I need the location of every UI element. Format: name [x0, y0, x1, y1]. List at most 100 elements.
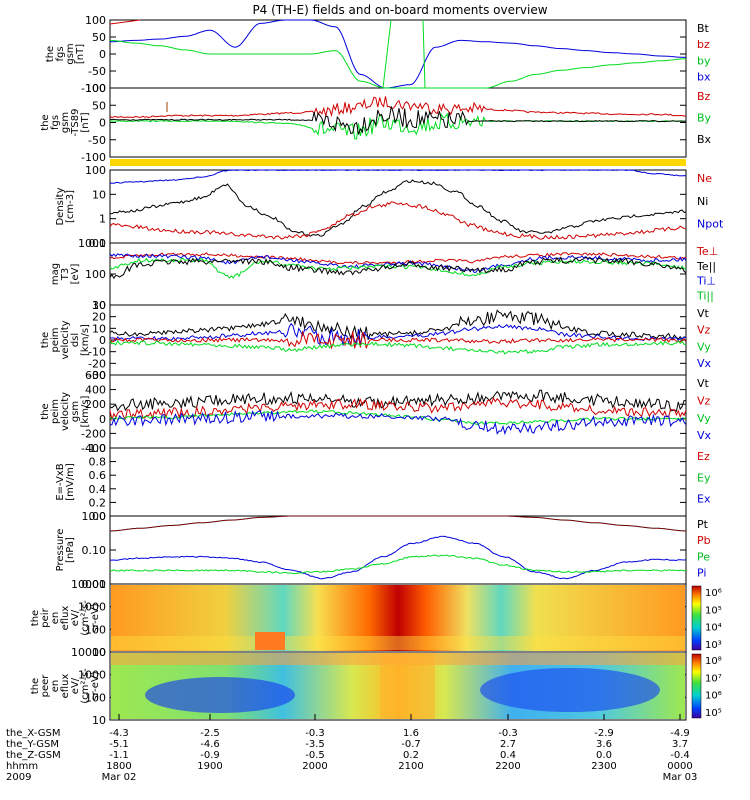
- series-Vx: [109, 322, 687, 346]
- y-tick-label: 200: [85, 398, 106, 411]
- y-tick-label: 10: [92, 714, 106, 727]
- legend-entry: Ti⊥: [696, 275, 716, 288]
- y-axis-label: [nT]: [80, 112, 91, 132]
- y-tick-label: 10: [92, 299, 106, 312]
- y-tick-label: -200: [81, 427, 106, 440]
- colorbar-label: 10⁵: [705, 605, 722, 616]
- x-tick-label: -0.3: [305, 728, 325, 739]
- y-axis-label: gsm: [70, 401, 81, 422]
- x-tick-label: 2100: [398, 761, 423, 772]
- series-Pe: [109, 554, 687, 575]
- x-tick-label: 1.6: [403, 728, 419, 739]
- y-tick-label: 1: [99, 213, 106, 226]
- series-Ti-perp: [109, 253, 687, 273]
- panel-frame: [109, 242, 687, 306]
- y-axis-label: eV/: [70, 609, 81, 626]
- y-axis-label: E=-VxB: [55, 463, 66, 500]
- x-tick-label: -0.4: [670, 750, 690, 761]
- y-axis-label: T3: [60, 268, 71, 281]
- x-tick-label: -0.5: [305, 750, 325, 761]
- panel-frame: [109, 87, 687, 158]
- legend-entry: Pi: [697, 567, 706, 580]
- legend-entry: Vy: [697, 412, 711, 425]
- x-tick-label: 3.7: [672, 739, 688, 750]
- y-axis-label: the: [40, 332, 51, 348]
- legend-entry: Te⊥: [696, 245, 718, 258]
- legend-entry: Vz: [697, 394, 711, 407]
- y-tick-label: -400: [81, 442, 106, 455]
- legend-entry: Ni: [697, 195, 708, 208]
- y-tick-label: 100: [85, 82, 106, 95]
- y-tick-label: 0.6: [89, 469, 107, 482]
- figure-title: P4 (TH-E) fields and on-board moments ov…: [252, 3, 547, 17]
- panel-frame: [109, 447, 687, 517]
- legend-entry: Ez: [697, 450, 710, 463]
- x-row-label: the_Y-GSM: [6, 739, 59, 750]
- y-tick-label: 400: [85, 384, 106, 397]
- legend-entry: Bt: [697, 22, 710, 35]
- y-axis-label: eflux: [60, 674, 71, 699]
- panel-frame: [109, 19, 687, 89]
- y-axis-label: the: [45, 46, 56, 62]
- y-axis-label: the: [40, 403, 51, 419]
- y-axis-label: -TS89: [70, 109, 81, 137]
- y-tick-label: 0: [99, 334, 106, 347]
- y-axis-label: eV/: [70, 677, 81, 694]
- y-axis-label: peim: [50, 399, 61, 424]
- x-tick-label: 0.4: [500, 750, 516, 761]
- y-axis-label: mag: [50, 263, 61, 285]
- y-axis-label: dsl: [70, 333, 81, 347]
- x-axis-group: the_X-GSMthe_Y-GSMthe_Z-GSMhhmm2009-4.3-…: [6, 714, 697, 783]
- x-tick-label: -2.5: [200, 728, 220, 739]
- colorbar-label: 10⁷: [705, 673, 722, 684]
- legend-entry: by: [697, 54, 711, 67]
- panel-4: 1000 100 10 mag T3 [eV] Te⊥ Te|| Ti⊥Ti||: [50, 237, 718, 312]
- panel-9: 10000 1000 100 10 the peir en eflux eV/(cm²-s-sr…: [30, 578, 722, 659]
- y-tick-label: 50: [92, 99, 106, 112]
- x-row-label: hhmm: [6, 761, 38, 772]
- y-tick-label: 0: [99, 413, 106, 426]
- y-tick-label: 10: [92, 188, 106, 201]
- y-axis-label: [mV/m]: [65, 463, 76, 501]
- y-tick-label: 100: [85, 14, 106, 27]
- x-tick-label: 3.6: [596, 739, 612, 750]
- series-Ne: [109, 201, 687, 240]
- y-axis-label: en: [50, 612, 61, 625]
- x-tick-label: 2200: [495, 761, 520, 772]
- y-axis-label: [nT]: [75, 44, 86, 64]
- y-axis-label: sr-eV): [90, 671, 101, 700]
- colorbar-label: 10⁸: [705, 656, 722, 667]
- legend-entry: By: [697, 112, 712, 125]
- x-tick-label: -1.1: [109, 750, 129, 761]
- series-Vt: [109, 389, 687, 412]
- ion-spectrogram: [111, 585, 685, 651]
- series-By: [109, 112, 687, 140]
- legend-entry: Vt: [697, 377, 710, 390]
- y-tick-label: 100: [85, 164, 106, 177]
- x-row-label: the_X-GSM: [6, 728, 60, 739]
- y-tick-label: 0: [99, 48, 106, 61]
- x-tick-label: 0000: [667, 761, 692, 772]
- series-Vx: [110, 409, 687, 436]
- x-tick-label: 1900: [197, 761, 222, 772]
- series-Bx: [109, 106, 687, 135]
- series-bz: [109, 19, 141, 25]
- series-Ti-par: [109, 257, 687, 279]
- y-tick-label: 1.00: [82, 510, 107, 523]
- x-tick-label: -5.1: [109, 739, 129, 750]
- electron-spectrogram-center: [380, 653, 435, 719]
- y-axis-label: [cm-3]: [65, 190, 76, 223]
- y-tick-label: 0.0: [89, 510, 107, 523]
- legend-entry: Pt: [697, 518, 709, 531]
- x-row-label: the_Z-GSM: [6, 750, 61, 761]
- y-tick-label: 0.4: [89, 483, 107, 496]
- x-tick-label: 2300: [591, 761, 616, 772]
- series-Vz: [109, 330, 687, 350]
- electron-spectrogram-blob: [480, 668, 660, 712]
- y-tick-label: 100: [85, 691, 106, 704]
- x-tick-label: -0.3: [498, 728, 518, 739]
